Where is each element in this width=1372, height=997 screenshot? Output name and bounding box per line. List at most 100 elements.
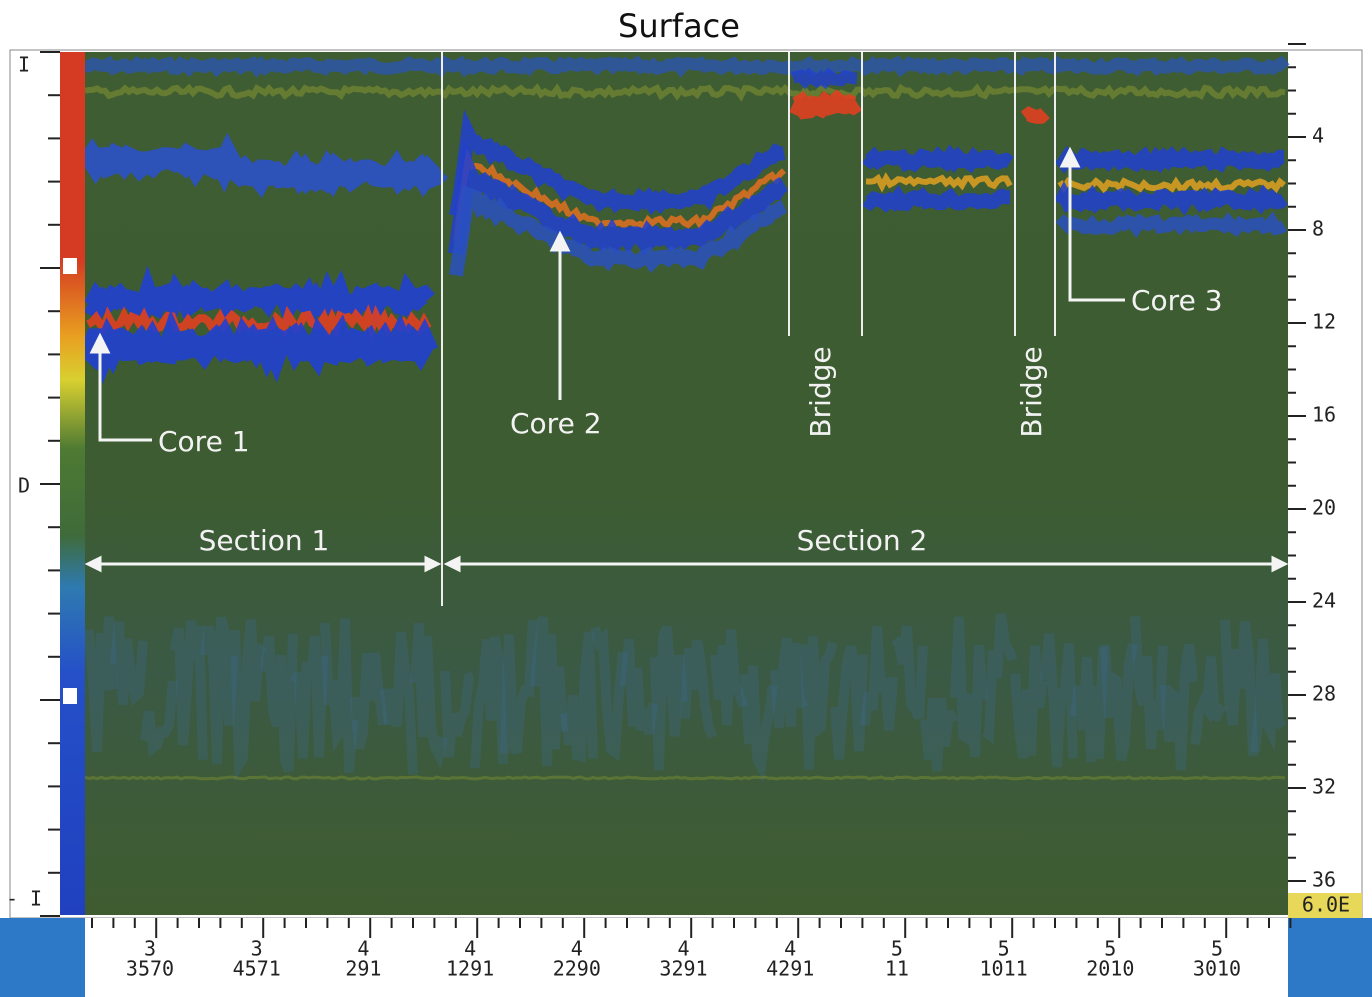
bottom-label: 5 xyxy=(1211,937,1223,961)
band xyxy=(860,625,898,731)
band xyxy=(80,616,118,753)
band xyxy=(891,625,928,720)
bottom-label: 1011 xyxy=(980,957,1028,981)
bottom-label: 291 xyxy=(345,957,381,981)
bottom-label: 3 xyxy=(251,937,263,961)
band xyxy=(500,619,538,755)
band xyxy=(350,652,388,750)
bottom-label: 3570 xyxy=(126,957,174,981)
band xyxy=(740,665,778,784)
bottom-label: 4 xyxy=(464,937,476,961)
band xyxy=(290,635,328,759)
band xyxy=(449,185,787,277)
band xyxy=(410,622,448,770)
band xyxy=(200,616,238,765)
bottom-label: 4 xyxy=(571,937,583,961)
band xyxy=(1055,211,1288,238)
right-ticks: 4 8 12 16 20 24 28 32 36 xyxy=(1288,43,1336,892)
marker xyxy=(63,688,77,704)
bottom-label: 4 xyxy=(784,937,796,961)
right-label: 24 xyxy=(1312,589,1336,613)
band xyxy=(84,54,1290,79)
bottom-label: 3010 xyxy=(1193,957,1241,981)
band xyxy=(865,172,1013,193)
band xyxy=(950,616,988,758)
right-label: 8 xyxy=(1312,217,1324,241)
band xyxy=(1070,646,1108,763)
band xyxy=(110,621,148,707)
band xyxy=(710,629,748,726)
bottom-label: 3291 xyxy=(659,957,707,981)
band xyxy=(78,132,449,198)
band xyxy=(1100,642,1138,762)
band xyxy=(791,67,858,90)
left-label: D xyxy=(18,474,30,498)
band xyxy=(650,625,688,771)
right-label: 4 xyxy=(1312,124,1324,148)
band xyxy=(1250,638,1287,753)
band xyxy=(1054,146,1285,174)
band xyxy=(680,639,718,739)
bottom-label: 4 xyxy=(677,937,689,961)
left-ticks: I D - I xyxy=(6,51,60,917)
band xyxy=(470,636,508,769)
band xyxy=(1160,643,1198,771)
section-label: Section 1 xyxy=(199,524,330,557)
bottom-label: 5 xyxy=(891,937,903,961)
band xyxy=(1020,106,1050,124)
bottom-label: 2290 xyxy=(553,957,601,981)
band xyxy=(84,775,1286,781)
bottom-label: 5 xyxy=(1104,937,1116,961)
band xyxy=(1190,656,1228,746)
band xyxy=(448,140,788,257)
band xyxy=(83,265,435,331)
band xyxy=(170,620,208,760)
bottom-label: 2010 xyxy=(1086,957,1134,981)
band xyxy=(620,638,658,735)
band xyxy=(449,109,786,217)
left-label: - I xyxy=(6,887,42,911)
band xyxy=(789,89,862,120)
bottom-label: 1291 xyxy=(446,957,494,981)
right-label: 36 xyxy=(1312,868,1336,892)
dividers xyxy=(441,52,1056,606)
band xyxy=(1040,633,1078,768)
band xyxy=(380,631,418,775)
band xyxy=(800,636,838,770)
bottom-label: 3 xyxy=(144,937,156,961)
reflection-bands xyxy=(78,54,1290,784)
bottom-ticks: 3357034571429141291422904329144291511510… xyxy=(91,918,1292,981)
title: Surface xyxy=(618,7,740,45)
bottom-label: 4291 xyxy=(766,957,814,981)
bottom-ruler xyxy=(0,918,1372,997)
right-label: 16 xyxy=(1312,403,1336,427)
band xyxy=(770,637,808,728)
band xyxy=(1010,645,1048,759)
color-bar xyxy=(60,52,85,915)
band xyxy=(920,697,958,772)
bottom-label: 4571 xyxy=(233,957,281,981)
band xyxy=(1220,619,1258,757)
band xyxy=(80,309,439,385)
band xyxy=(1130,616,1168,750)
band xyxy=(982,613,1018,745)
bottom-label: 4 xyxy=(357,937,369,961)
right-label: 12 xyxy=(1312,310,1336,334)
band xyxy=(1057,176,1286,195)
band xyxy=(862,185,1011,213)
band xyxy=(140,680,178,758)
bridge-label: Bridge xyxy=(804,346,837,437)
arrows xyxy=(84,146,1289,573)
core-label: Core 2 xyxy=(510,407,602,440)
left-label: I xyxy=(18,53,30,77)
corner-box xyxy=(1288,918,1372,997)
band xyxy=(861,144,1014,174)
section-label: Section 2 xyxy=(797,524,928,557)
band xyxy=(320,618,358,773)
right-label: 20 xyxy=(1312,496,1336,520)
right-label: 32 xyxy=(1312,775,1336,799)
corner-box xyxy=(0,918,85,997)
band xyxy=(530,616,568,767)
band xyxy=(830,645,868,760)
